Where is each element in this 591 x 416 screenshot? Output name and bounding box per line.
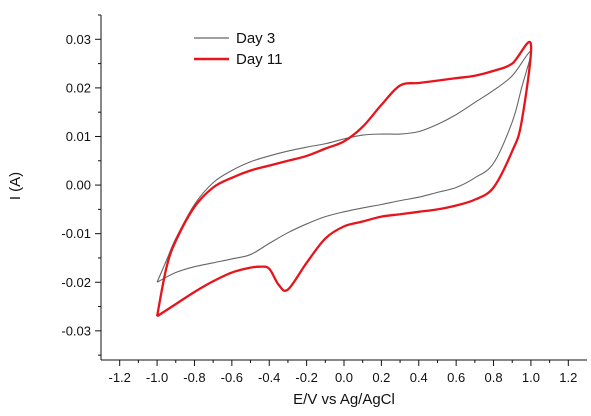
y-tick-label: 0.00 <box>66 178 91 193</box>
legend-label-day-3: Day 3 <box>236 30 275 47</box>
x-tick-label: -1.2 <box>108 370 130 385</box>
legend-label-day-11: Day 11 <box>236 51 282 68</box>
series-layer <box>155 40 533 318</box>
y-tick-label: -0.01 <box>61 226 91 241</box>
series-line-day-11 <box>155 40 533 318</box>
x-tick-label: 0.2 <box>372 370 390 385</box>
x-tick-label: -0.6 <box>221 370 243 385</box>
y-tick-label: -0.02 <box>61 275 91 290</box>
x-tick-label: 1.2 <box>559 370 577 385</box>
x-tick-label: 0.6 <box>447 370 465 385</box>
x-tick-label: 1.0 <box>522 370 540 385</box>
x-tick-label: 0.4 <box>410 370 428 385</box>
y-tick-label: -0.03 <box>61 323 91 338</box>
x-tick-label: 0.8 <box>484 370 502 385</box>
x-tick-label: -0.8 <box>183 370 205 385</box>
legend: Day 3 Day 11 <box>194 30 282 68</box>
x-axis-ticks: -1.2 -1.0 -0.8 -0.6 -0.4 -0.2 0.0 0.2 0.4 0.6 0.8 1… <box>108 360 577 385</box>
x-tick-label: -0.4 <box>258 370 280 385</box>
plot-area: -1.2 -1.0 -0.8 -0.6 -0.4 -0.2 0.0 0.2 0.4 0.6 0.8 1… <box>61 14 587 385</box>
y-tick-label: 0.03 <box>66 32 91 47</box>
x-tick-label: -1.0 <box>146 370 168 385</box>
y-axis-ticks: -0.03 -0.02 -0.01 0.00 0.01 0.02 0.03 <box>61 14 101 356</box>
x-tick-label: 0.0 <box>335 370 353 385</box>
y-tick-label: 0.01 <box>66 129 91 144</box>
y-axis-title: I (A) <box>7 172 24 200</box>
series-line-day-3 <box>156 50 532 283</box>
x-axis-title: E/V vs Ag/AgCl <box>293 391 395 408</box>
x-tick-label: -0.2 <box>295 370 317 385</box>
y-tick-label: 0.02 <box>66 80 91 95</box>
